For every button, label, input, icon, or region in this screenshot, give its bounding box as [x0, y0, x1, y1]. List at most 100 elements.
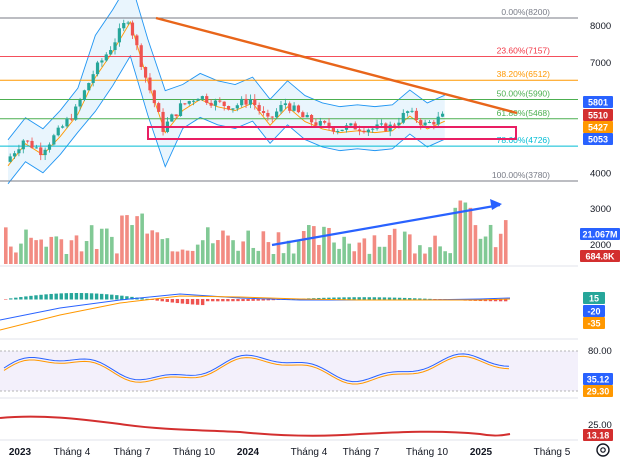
candle-body — [8, 156, 12, 162]
candle-body — [248, 99, 253, 105]
macd-badge — [583, 305, 605, 317]
volume-bar — [261, 231, 266, 264]
volume-bar — [84, 241, 89, 264]
macd-histogram-bar — [418, 298, 422, 300]
candle-body — [56, 127, 60, 136]
volume-bar — [19, 243, 23, 264]
volume-bar — [9, 246, 13, 264]
candle-body — [200, 96, 204, 99]
macd-histogram-bar — [372, 297, 377, 300]
candle-body — [135, 35, 139, 46]
volume-bar — [428, 247, 432, 264]
volume-bar — [115, 253, 119, 264]
volume-bar — [125, 215, 129, 264]
volume-bar — [49, 236, 54, 264]
volume-bar — [493, 247, 498, 264]
rsi-line — [0, 415, 511, 437]
candle-body — [240, 98, 244, 106]
macd-histogram-bar — [69, 293, 74, 300]
candle-body — [283, 103, 287, 106]
candle-body — [440, 113, 445, 117]
candle-body — [117, 28, 121, 43]
volume-bar — [377, 246, 382, 264]
candle-body — [379, 123, 384, 125]
candle-body — [427, 121, 432, 123]
x-tick-label: Tháng 4 — [54, 447, 91, 458]
price-axis-tick: 7000 — [590, 58, 611, 69]
volume-axis-tick: 2000 — [590, 240, 611, 251]
candle-body — [305, 115, 309, 118]
macd-histogram-bar — [342, 297, 346, 300]
macd-badge-text: -20 — [587, 307, 600, 317]
candle-body — [209, 102, 213, 106]
x-tick-label: 2025 — [470, 447, 493, 458]
macd-histogram-bar — [498, 299, 503, 302]
volume-bar — [39, 239, 43, 264]
candle-body — [39, 147, 43, 156]
volume-bar — [387, 234, 392, 264]
macd-histogram-bar — [397, 297, 402, 300]
candle-body — [122, 23, 126, 29]
candle-body — [78, 99, 82, 107]
candle-body — [34, 147, 38, 149]
fib-level-label: 23.60%(7157) — [497, 45, 551, 55]
candle-body — [336, 131, 340, 133]
volume-bar — [236, 250, 240, 264]
volume-bar — [170, 251, 175, 264]
macd-histogram-bar — [190, 299, 195, 305]
candle-body — [60, 126, 65, 128]
macd-histogram-bar — [503, 299, 508, 302]
candle-body — [109, 50, 113, 55]
candle-body — [432, 121, 436, 125]
candle-body — [414, 110, 418, 121]
macd-histogram-bar — [413, 298, 417, 300]
volume-uptrend-arrow — [271, 203, 501, 247]
candle-body — [397, 122, 401, 126]
price-badge — [583, 133, 613, 145]
macd-histogram-bar — [89, 293, 94, 300]
candle-body — [275, 111, 279, 118]
candle-body — [253, 99, 257, 106]
volume-bar — [200, 240, 205, 264]
candle-body — [187, 101, 191, 104]
macd-histogram-bar — [59, 293, 63, 300]
macd-badge — [583, 292, 605, 304]
macd-histogram-bar — [165, 299, 169, 302]
fib-level-label: 0.00%(8200) — [501, 7, 550, 17]
macd-histogram-bar — [246, 299, 250, 301]
support-zone-box — [147, 126, 517, 140]
macd-histogram-bar — [130, 296, 134, 300]
macd-histogram-bar — [64, 293, 68, 300]
stochastic-badge-text: 29.30 — [587, 387, 610, 397]
macd-histogram-bar — [160, 299, 164, 302]
volume-bar — [418, 245, 422, 264]
volume-arrow-head — [490, 199, 502, 210]
stochastic-axis-tick: 80.00 — [588, 346, 612, 357]
volume-bar — [4, 227, 8, 264]
settings-gear-icon[interactable] — [596, 443, 610, 457]
price-badges: 5801 5510 5427 5053 21.067M 684.8K 15 -20 -35 35.… — [580, 96, 620, 441]
candle-body — [401, 112, 405, 123]
macd-histogram-bar — [155, 299, 159, 301]
macd-histogram-bar — [347, 297, 351, 300]
macd-histogram-bar — [44, 294, 48, 300]
fib-level-label: 78.60%(4726) — [497, 135, 551, 145]
stochastic-badge-text: 35.12 — [587, 375, 610, 385]
volume-bar — [453, 207, 458, 264]
macd-badge-text: 15 — [589, 294, 599, 304]
macd-histogram-bar — [14, 297, 18, 300]
macd-histogram-bar — [4, 299, 8, 300]
volume-bar — [216, 240, 220, 264]
candle-body — [183, 103, 187, 105]
candle-body — [113, 42, 117, 51]
candle-body — [104, 54, 108, 61]
volume-bar — [266, 242, 271, 264]
candle-body — [371, 128, 375, 130]
volume-bar — [488, 224, 493, 264]
volume-bar — [382, 246, 387, 264]
candle-body — [196, 98, 200, 101]
candle-body — [331, 127, 335, 132]
candle-body — [288, 103, 292, 111]
stochastic-panel — [0, 350, 578, 392]
